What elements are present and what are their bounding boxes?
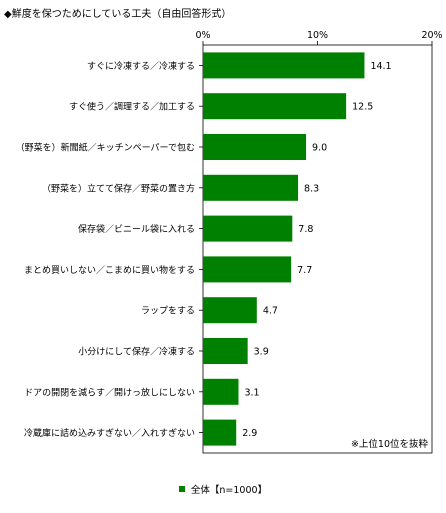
legend-label: 全体【n=1000】	[190, 485, 268, 496]
category-label: すぐ使う／調理する／加工する	[69, 101, 195, 113]
bar	[203, 419, 237, 446]
bar	[203, 378, 239, 405]
chart-note: ※上位10位を抜粋	[350, 439, 428, 450]
category-label: ラップをする	[141, 306, 195, 317]
category-label: 小分けにして保存／冷凍する	[78, 346, 195, 358]
x-tick-label: 20%	[421, 30, 442, 41]
data-label: 7.8	[298, 224, 313, 235]
data-label: 3.1	[244, 387, 259, 398]
bar	[203, 174, 299, 201]
chart-title: ◆鮮度を保つためにしている工夫（自由回答形式）	[4, 9, 232, 20]
category-label: ドアの開閉を減らす／開けっ放しにしない	[24, 386, 195, 398]
x-tick-label: 10%	[307, 30, 328, 41]
category-label: 冷蔵庫に詰め込みすぎない／入れすぎない	[24, 427, 195, 439]
data-label: 9.0	[312, 143, 327, 154]
x-tick-label: 0%	[195, 30, 210, 41]
category-label: すぐに冷凍する／冷凍する	[87, 60, 195, 72]
category-label: （野菜を）新聞紙／キッチンペーパーで包む	[16, 142, 195, 154]
legend-swatch	[178, 486, 185, 492]
bar	[203, 215, 293, 242]
data-label: 2.9	[242, 428, 257, 439]
bar	[203, 256, 292, 283]
data-label: 8.3	[304, 183, 319, 194]
data-label: 12.5	[352, 102, 373, 113]
legend: 全体【n=1000】	[0, 482, 446, 496]
category-label: （野菜を）立てて保存／野菜の置き方	[42, 182, 195, 194]
data-label: 7.7	[297, 265, 312, 276]
data-label: 4.7	[263, 306, 278, 317]
bar	[203, 134, 307, 160]
category-label: 保存袋／ビニール袋に入れる	[78, 223, 195, 235]
bar	[203, 52, 365, 79]
category-label: まとめ買いしない／こまめに買い物をする	[24, 264, 195, 276]
bar	[203, 93, 347, 120]
data-label: 14.1	[370, 61, 391, 72]
bar	[203, 338, 248, 364]
bar	[203, 297, 257, 324]
data-label: 3.9	[254, 347, 269, 358]
